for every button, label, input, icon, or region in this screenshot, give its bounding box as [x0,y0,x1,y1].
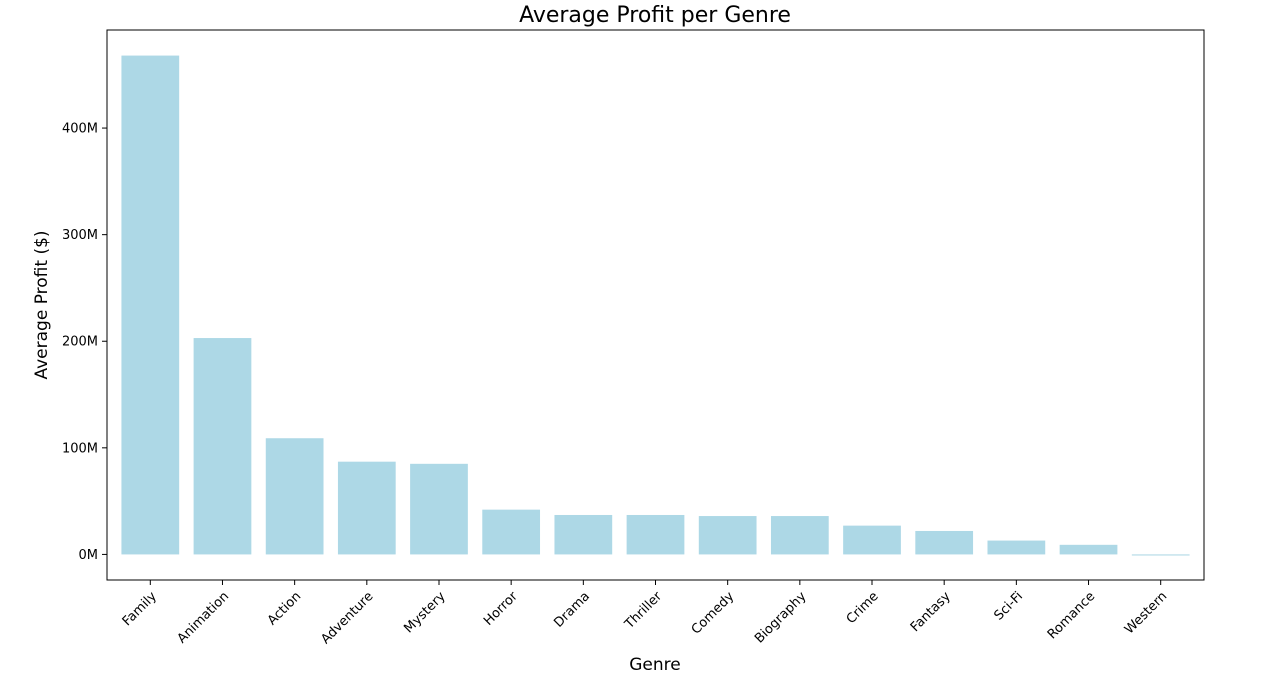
y-tick-label: 100M [62,441,98,456]
bar-drama [554,514,613,555]
x-tick-label: Action [265,589,304,628]
x-tick-label: Fantasy [908,589,954,635]
x-tick-label: Comedy [689,589,738,638]
x-tick-label: Sci-Fi [991,589,1026,624]
bar-crime [843,525,901,555]
x-axis-title: Genre [629,655,680,674]
bar-adventure [337,461,396,555]
y-tick-label: 400M [62,122,98,137]
chart-title: Average Profit per Genre [519,3,791,28]
bar-fantasy [915,530,974,555]
bar-biography [770,516,829,555]
x-tick-label: Biography [752,589,810,647]
bar-romance [1059,544,1118,555]
bar-thriller [626,514,685,555]
x-tick-label: Mystery [401,589,448,636]
x-tick-label: Family [120,589,160,629]
x-tick-label: Thriller [622,589,666,633]
x-tick-label: Adventure [318,589,376,647]
bar-comedy [698,516,757,555]
x-tick-label: Western [1122,589,1170,637]
bar-action [265,438,324,555]
y-tick-label: 0M [79,548,99,563]
x-tick-label: Animation [175,589,232,646]
bar-family [121,55,180,555]
plot-area: 0M 100M 200M 300M 400M Family Animation Action A… [62,29,1205,647]
bar-western [1131,554,1190,556]
x-tick-label: Horror [481,589,521,629]
x-tick-label: Crime [844,589,882,627]
bar-sci-fi [987,540,1046,555]
y-tick-label: 300M [62,228,98,243]
bar-animation [193,338,252,555]
bar-horror [482,509,541,555]
x-tick-label: Romance [1045,589,1098,642]
y-tick-label: 200M [62,335,98,350]
bar-mystery [410,463,468,555]
y-axis-title: Average Profit ($) [32,230,52,379]
x-tick-label: Drama [551,589,593,631]
